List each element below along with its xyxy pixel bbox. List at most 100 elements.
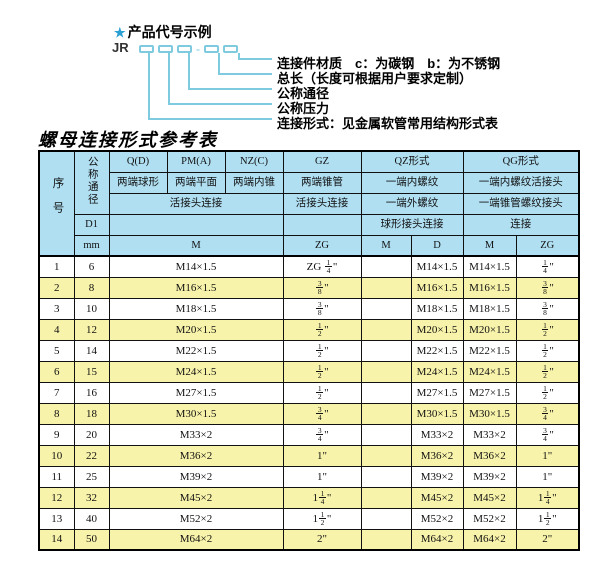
cell-gz: 3 8 " [282,276,362,299]
cell-qz-d: M64×2 [410,528,464,551]
star-icon: ★ [114,25,126,40]
code-box [204,45,219,53]
header-q: Q(D) [108,150,168,173]
cell-qg-zg: 3 8 " [515,297,580,320]
cell-qz-m [360,465,412,488]
cell-qg-zg: 2" [515,528,580,551]
cell-qz-d: M18×1.5 [410,297,464,320]
header-blank [108,213,284,236]
cell-qz-d: M33×2 [410,423,464,446]
reference-table: 序号 公称通径 Q(D) PM(A) NZ(C) GZ QZ形式 QG形式 两端… [38,150,581,551]
cell-qz-m [360,276,412,299]
header-gz-conn: 活接头连接 [282,192,362,215]
cell-m: M14×1.5 [108,255,284,278]
header-qz-r4: 球形接头连接 [360,213,464,236]
cell-qg-m: M27×1.5 [462,381,517,404]
cell-no: 14 [38,528,75,551]
table-row: 13 40 M52×2 1 1 2 " M52×2 M52×2 1 1 2 " [38,507,580,530]
cell-m: M52×2 [108,507,284,530]
table-row: 4 12 M20×1.5 1 2 " M20×1.5 M20×1.5 1 2 " [38,318,580,341]
table-row: 1 6 M14×1.5 ZG 1 4 " M14×1.5 M14×1.5 1 4 " [38,255,580,278]
table-row: 12 32 M45×2 1 1 4 " M45×2 M45×2 1 1 4 " [38,486,580,509]
cell-dn: 6 [73,255,110,278]
cell-no: 1 [38,255,75,278]
table-row: 14 50 M64×2 2" M64×2 M64×2 2" [38,528,580,551]
cell-qz-m [360,528,412,551]
header-nz: NZ(C) [224,150,284,173]
cell-gz: 1" [282,465,362,488]
header-mm: mm [73,234,110,257]
cell-no: 3 [38,297,75,320]
cell-qz-m [360,360,412,383]
table-body: 1 6 M14×1.5 ZG 1 4 " M14×1.5 M14×1.5 1 4 " 2 8 M16×1.… [38,255,580,551]
cell-qz-m [360,318,412,341]
header-qg: QG形式 [462,150,580,173]
header-d1: D1 [73,213,110,236]
cell-m: M22×1.5 [108,339,284,362]
cell-qz-d: M45×2 [410,486,464,509]
diagram-label: 连接件材质 c：为碳钢 b：为不锈钢 [277,56,501,71]
cell-qz-d: M24×1.5 [410,360,464,383]
cell-no: 13 [38,507,75,530]
diagram-heading: ★ 产品代号示例 [114,22,212,42]
cell-no: 5 [38,339,75,362]
code-box [177,45,192,53]
header-union-conn: 活接头连接 [108,192,284,215]
header-q-desc: 两端球形 [108,171,168,194]
cell-qz-m [360,507,412,530]
table-row: 11 25 M39×2 1" M39×2 M39×2 1" [38,465,580,488]
cell-dn: 32 [73,486,110,509]
cell-m: M45×2 [108,486,284,509]
cell-qz-d: M52×2 [410,507,464,530]
cell-qg-m: M30×1.5 [462,402,517,425]
cell-qg-m: M20×1.5 [462,318,517,341]
table-row: 9 20 M33×2 3 4 " M33×2 M33×2 3 4 " [38,423,580,446]
cell-qg-m: M22×1.5 [462,339,517,362]
cell-no: 12 [38,486,75,509]
header-qg-r4: 连接 [462,213,580,236]
cell-m: M30×1.5 [108,402,284,425]
cell-qz-m [360,402,412,425]
header-qg-desc: 一端内螺纹活接头 [462,171,580,194]
cell-gz: 1 2 " [282,339,362,362]
code-prefix: JR [112,40,129,55]
header-qz: QZ形式 [360,150,464,173]
table-row: 7 16 M27×1.5 1 2 " M27×1.5 M27×1.5 1 2 " [38,381,580,404]
cell-qg-zg: 1 2 " [515,318,580,341]
cell-qg-m: M33×2 [462,423,517,446]
header-pm: PM(A) [166,150,226,173]
subheader-qg-zg: ZG [515,234,580,257]
header-gz-desc: 两端锥管 [282,171,362,194]
cell-no: 6 [38,360,75,383]
cell-qg-zg: 1 1 2 " [515,507,580,530]
cell-qz-d: M36×2 [410,444,464,467]
cell-no: 2 [38,276,75,299]
cell-qz-m [360,255,412,278]
cell-qg-m: M52×2 [462,507,517,530]
cell-m: M18×1.5 [108,297,284,320]
header-blank [282,213,362,236]
cell-dn: 22 [73,444,110,467]
subheader-m: M [108,234,284,257]
cell-qg-zg: 1 2 " [515,339,580,362]
cell-qz-d: M27×1.5 [410,381,464,404]
cell-qz-m [360,381,412,404]
cell-gz: 1 2 " [282,360,362,383]
cell-qz-m [360,339,412,362]
cell-gz: 2" [282,528,362,551]
header-pm-desc: 两端平面 [166,171,226,194]
cell-qz-d: M14×1.5 [410,255,464,278]
cell-qz-m [360,444,412,467]
cell-qz-d: M16×1.5 [410,276,464,299]
cell-qg-m: M39×2 [462,465,517,488]
cell-gz: 1 2 " [282,318,362,341]
cell-qz-d: M39×2 [410,465,464,488]
subheader-zg: ZG [282,234,362,257]
cell-m: M27×1.5 [108,381,284,404]
header-gz: GZ [282,150,362,173]
cell-m: M64×2 [108,528,284,551]
cell-qg-zg: 1 2 " [515,381,580,404]
cell-qz-m [360,486,412,509]
cell-dn: 10 [73,297,110,320]
cell-gz: 1 1 4 " [282,486,362,509]
